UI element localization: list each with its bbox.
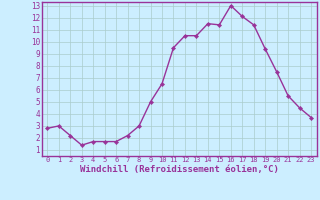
X-axis label: Windchill (Refroidissement éolien,°C): Windchill (Refroidissement éolien,°C) [80,165,279,174]
